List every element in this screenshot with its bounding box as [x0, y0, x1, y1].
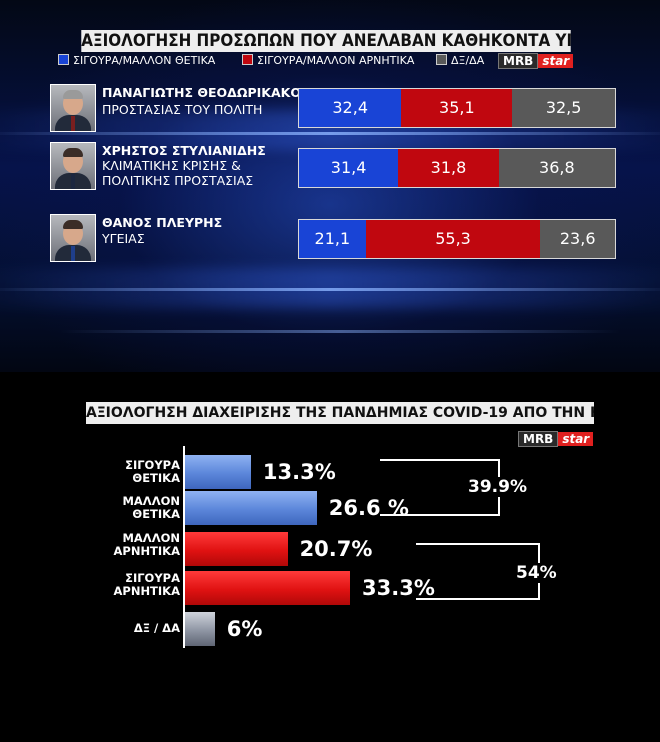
legend-label-positive: ΣΙΓΟΥΡΑ/ΜΑΛΛΟΝ ΘΕΤΙΚΑ [73, 54, 216, 67]
category-label-1: ΣΙΓΟΥΡΑ ΘΕΤΙΚΑ [125, 458, 180, 485]
legend-swatch-negative [242, 54, 253, 65]
mrb-logo: MRB [498, 53, 539, 69]
stacked-bar-row-3: 21,1 55,3 23,6 [298, 219, 616, 259]
legend-item-dk: ΔΞ/ΔΑ [436, 54, 484, 68]
bar-value-label-1: 13.3% [262, 460, 336, 484]
category-label-2: ΜΑΛΛΟΝ ΘΕΤΙΚΑ [122, 494, 180, 521]
person-role-line-2: ΠΟΛΙΤΙΚΗΣ ΠΡΟΣΤΑΣΙΑΣ [102, 173, 254, 188]
legend-item-positive: ΣΙΓΟΥΡΑ/ΜΑΛΛΟΝ ΘΕΤΙΚΑ [58, 54, 215, 68]
person-row-1: ΠΑΝΑΓΙΩΤΗΣ ΘΕΟΔΩΡΙΚΑΚΟΣ ΠΡΟΣΤΑΣΙΑΣ ΤΟΥ Π… [50, 84, 310, 132]
background-streak [60, 330, 620, 333]
legend-label-negative: ΣΙΓΟΥΡΑ/ΜΑΛΛΟΝ ΑΡΝΗΤΙΚΑ [257, 54, 415, 67]
person-name: ΧΡΗΣΤΟΣ ΣΤΥΛΙΑΝΙΔΗΣ [102, 143, 266, 158]
legend-label-dk: ΔΞ/ΔΑ [451, 54, 485, 67]
person-role-line-1: ΚΛΙΜΑΤΙΚΗΣ ΚΡΙΣΗΣ & [102, 158, 241, 173]
background-streak [0, 132, 660, 135]
bar-2 [185, 491, 317, 525]
stacked-bar-row-2: 31,4 31,8 36,8 [298, 148, 616, 188]
person-role: ΠΡΟΣΤΑΣΙΑΣ ΤΟΥ ΠΟΛΙΤΗ [102, 102, 263, 117]
person-row-2: ΧΡΗΣΤΟΣ ΣΤΥΛΙΑΝΙΔΗΣ ΚΛΙΜΑΤΙΚΗΣ ΚΡΙΣΗΣ & … [50, 142, 300, 190]
bar-3 [185, 532, 288, 566]
segment-dk: 32,5 [512, 89, 615, 127]
bar-4 [185, 571, 350, 605]
bar-value-label-5: 6% [226, 617, 263, 641]
category-label-4: ΣΙΓΟΥΡΑ ΑΡΝΗΤΙΚΑ [113, 571, 180, 598]
person-name: ΠΑΝΑΓΙΩΤΗΣ ΘΕΟΔΩΡΙΚΑΚΟΣ [102, 85, 310, 100]
person-name: ΘΑΝΟΣ ΠΛΕΥΡΗΣ [102, 215, 223, 230]
mrb-star-logo: MRB star [498, 53, 574, 69]
segment-dk: 36,8 [498, 149, 615, 187]
person-row-3: ΘΑΝΟΣ ΠΛΕΥΡΗΣ ΥΓΕΙΑΣ [50, 214, 300, 262]
segment-positive: 21,1 [299, 220, 366, 258]
bar-5 [185, 612, 215, 646]
bar-value-label-2: 26.6 % [328, 496, 409, 520]
star-logo: star [558, 432, 594, 446]
chart-title: ΑΞΙΟΛΟΓΗΣΗ ΠΡΟΣΩΠΩΝ ΠΟΥ ΑΝΕΛΑΒΑΝ ΚΑΘΗΚΟΝ… [81, 30, 571, 52]
person-role: ΥΓΕΙΑΣ [102, 231, 145, 246]
bar-value-label-4: 33.3% [362, 576, 435, 600]
segment-positive: 32,4 [299, 89, 402, 127]
group-total-positive: 39.9% [466, 477, 529, 497]
bar-1 [185, 455, 251, 489]
portrait-photo [50, 214, 96, 262]
portrait-photo [50, 84, 96, 132]
segment-negative: 55,3 [365, 220, 541, 258]
legend-item-negative: ΣΙΓΟΥΡΑ/ΜΑΛΛΟΝ ΑΡΝΗΤΙΚΑ [242, 54, 414, 68]
legend-swatch-dk [436, 54, 447, 65]
star-logo: star [538, 54, 574, 68]
legend-swatch-positive [58, 54, 69, 65]
bar-value-label-3: 20.7% [299, 537, 373, 561]
chart-title: ΑΞΙΟΛΟΓΗΣΗ ΔΙΑΧΕΙΡΙΣΗΣ ΤΗΣ ΠΑΝΔΗΜΙΑΣ COV… [86, 402, 594, 424]
segment-positive: 31,4 [299, 149, 399, 187]
stacked-bar-row-1: 32,4 35,1 32,5 [298, 88, 616, 128]
segment-negative: 31,8 [398, 149, 499, 187]
mrb-logo: MRB [518, 431, 559, 447]
mrb-star-logo: MRB star [518, 431, 594, 447]
category-label-5: ΔΞ / ΔΑ [133, 621, 180, 635]
portrait-photo [50, 142, 96, 190]
segment-negative: 35,1 [401, 89, 513, 127]
segment-dk: 23,6 [540, 220, 615, 258]
axis-line [183, 446, 185, 648]
group-total-negative: 54% [514, 563, 559, 583]
background-streak [0, 288, 660, 291]
legend: ΣΙΓΟΥΡΑ/ΜΑΛΛΟΝ ΘΕΤΙΚΑ ΣΙΓΟΥΡΑ/ΜΑΛΛΟΝ ΑΡΝ… [58, 54, 598, 68]
category-label-3: ΜΑΛΛΟΝ ΑΡΝΗΤΙΚΑ [113, 531, 180, 558]
